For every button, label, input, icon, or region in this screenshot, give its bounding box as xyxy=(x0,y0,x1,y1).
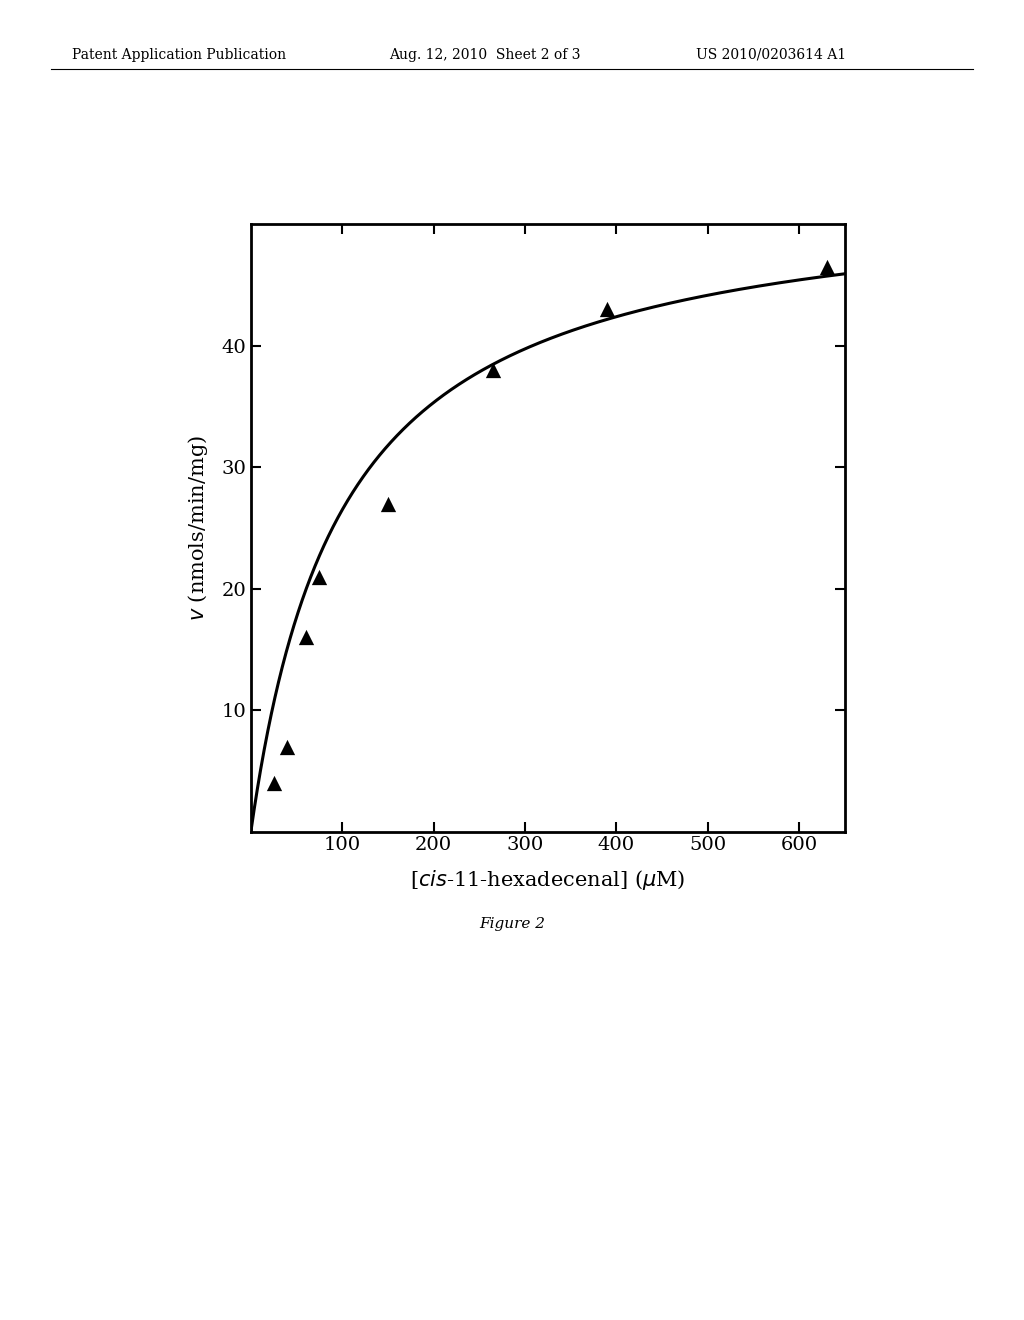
Point xyxy=(818,256,835,277)
Point xyxy=(265,772,282,793)
Y-axis label: $\it{v}$ (nmols/min/mg): $\it{v}$ (nmols/min/mg) xyxy=(186,436,210,620)
Text: Patent Application Publication: Patent Application Publication xyxy=(72,48,286,62)
Point xyxy=(280,737,296,758)
Point xyxy=(298,627,314,648)
Text: US 2010/0203614 A1: US 2010/0203614 A1 xyxy=(696,48,847,62)
Text: Aug. 12, 2010  Sheet 2 of 3: Aug. 12, 2010 Sheet 2 of 3 xyxy=(389,48,581,62)
Point xyxy=(311,566,328,587)
Point xyxy=(484,359,501,380)
Text: Figure 2: Figure 2 xyxy=(479,917,545,932)
X-axis label: [$\it{cis}$-11-hexadecenal] ($\mu$M): [$\it{cis}$-11-hexadecenal] ($\mu$M) xyxy=(411,869,685,892)
Point xyxy=(380,494,396,515)
Point xyxy=(599,298,615,319)
